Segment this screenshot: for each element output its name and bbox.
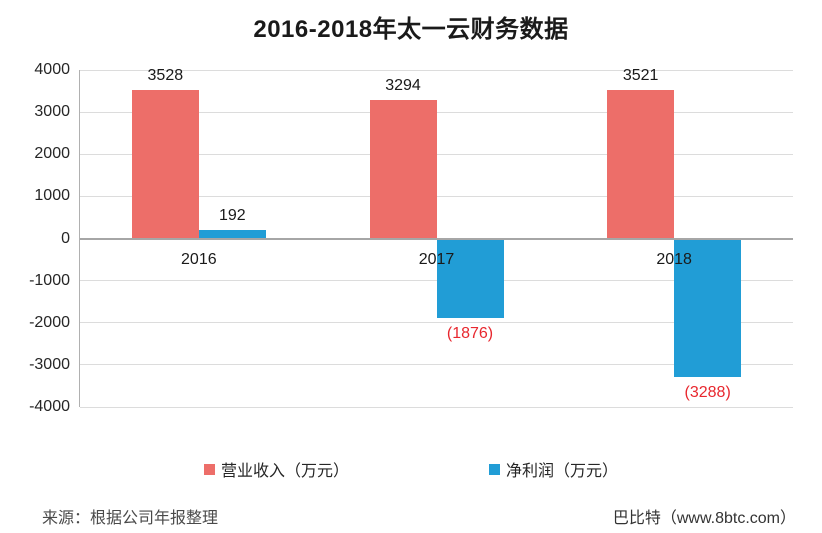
- gridline: [80, 195, 793, 197]
- gridline: [80, 406, 793, 408]
- legend-label-net-profit: 净利润（万元）: [506, 463, 619, 480]
- legend: 营业收入（万元） 净利润（万元）: [0, 457, 822, 481]
- x-axis-category-label: 2018: [656, 250, 692, 268]
- y-axis-tick-label: 4000: [34, 61, 70, 78]
- y-axis-line: [79, 70, 80, 407]
- y-axis-tick-label: 3000: [34, 103, 70, 121]
- legend-item-revenue: 营业收入（万元）: [203, 457, 349, 481]
- legend-item-net-profit: 净利润（万元）: [489, 457, 618, 481]
- gridline: [80, 364, 793, 366]
- plot-area: 4000 3000 2000 1000 0 -1000 -2000 -3000 -4000 201…: [29, 61, 793, 415]
- value-label-revenue-2018: 3521: [622, 67, 659, 85]
- value-label-revenue-2016: 3528: [147, 66, 184, 84]
- source-note: 来源：根据公司年报整理: [42, 510, 219, 527]
- legend-swatch-net-profit-icon: [489, 463, 500, 475]
- gridline: [80, 69, 793, 71]
- x-axis-category-label: 2017: [418, 250, 455, 268]
- bar-revenue-2016: [131, 89, 199, 239]
- bar-net-profit-2016: [198, 230, 266, 239]
- gridline: [80, 322, 793, 324]
- y-axis-tick-label: -2000: [29, 313, 70, 331]
- y-axis-tick-label: -3000: [29, 355, 70, 373]
- bar-net-profit-2018: [674, 238, 742, 377]
- gridline: [80, 111, 793, 113]
- bar-revenue-2017: [369, 99, 437, 239]
- value-label-net-profit-2018: (3288): [684, 384, 731, 401]
- legend-label-revenue: 营业收入（万元）: [220, 463, 349, 480]
- x-axis-category-label: 2016: [181, 250, 217, 268]
- value-label-net-profit-2017: (1876): [446, 324, 494, 342]
- zero-gridline: [80, 237, 793, 240]
- y-axis-tick-label: -4000: [29, 398, 70, 415]
- chart-title: 2016-2018年太一云财务数据: [253, 16, 569, 43]
- y-axis-tick-label: 1000: [34, 187, 70, 205]
- credit-note: 巴比特（www.8btc.com）: [612, 510, 796, 527]
- value-label-revenue-2017: 3294: [385, 76, 421, 94]
- y-axis-tick-label: -1000: [29, 271, 70, 289]
- bar-net-profit-2017: [436, 238, 504, 318]
- legend-swatch-revenue-icon: [203, 463, 215, 475]
- gridline: [80, 153, 793, 155]
- value-label-net-profit-2016: 192: [218, 207, 246, 225]
- y-axis-tick-label: 0: [61, 229, 70, 247]
- bar-revenue-2018: [607, 90, 675, 239]
- y-axis-tick-label: 2000: [34, 145, 70, 163]
